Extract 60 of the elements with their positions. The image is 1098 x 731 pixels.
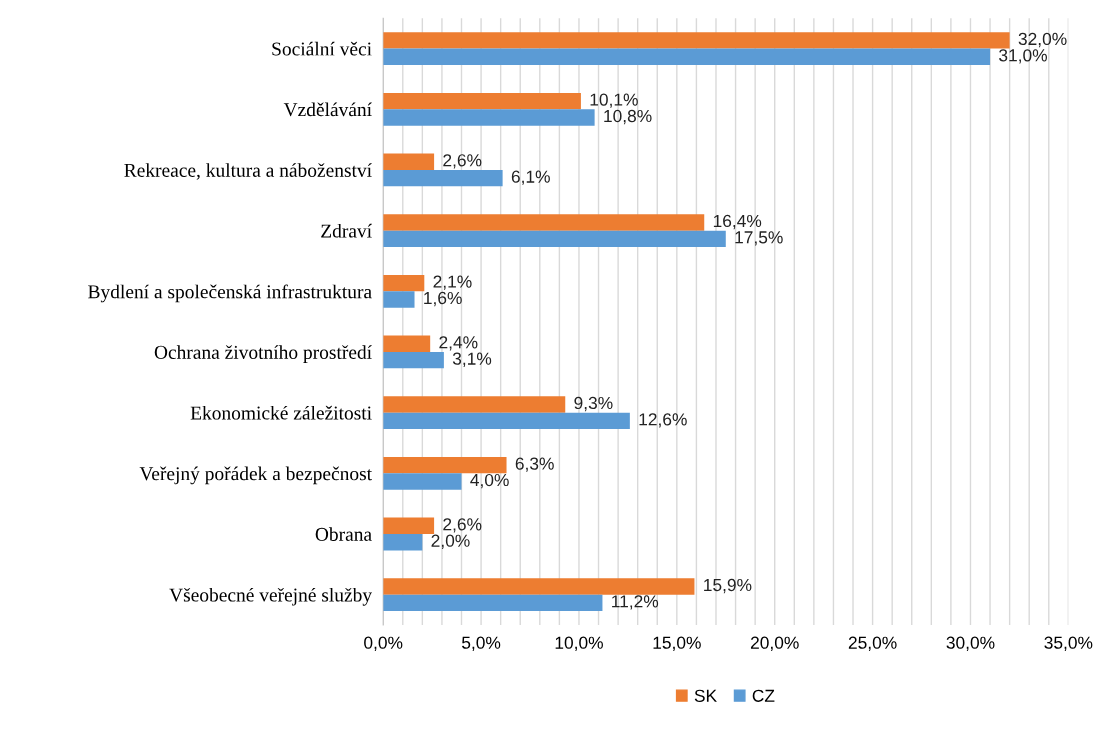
data-label: 2,6% — [443, 518, 482, 533]
data-label: 16,4% — [713, 214, 762, 230]
y-tick-label: Ochrana životního prostředí — [154, 345, 372, 363]
x-tick-label: 20,0% — [750, 636, 799, 651]
data-label: 17,5% — [735, 231, 783, 246]
data-label: 6,3% — [515, 457, 554, 472]
bar — [383, 396, 566, 413]
data-label: 2,6% — [443, 154, 482, 169]
data-label: 1,6% — [424, 291, 462, 307]
bar — [383, 578, 695, 595]
data-label: 32,0% — [1018, 32, 1067, 48]
data-label: 3,1% — [452, 352, 492, 367]
legend-label: CZ — [752, 689, 775, 702]
legend-label: SK — [694, 689, 717, 702]
bar — [383, 214, 705, 231]
bar — [383, 517, 435, 534]
x-tick-label: 10,0% — [555, 636, 603, 651]
y-tick-label: Veřejný pořádek a bezpečnost — [139, 466, 372, 485]
bar — [383, 32, 1010, 49]
data-label: 4,0% — [470, 473, 509, 489]
bar — [383, 230, 726, 248]
data-label: 12,6% — [639, 413, 687, 428]
bar — [383, 92, 581, 110]
x-tick-label: 15,0% — [653, 636, 701, 651]
bar — [383, 153, 435, 170]
bar — [383, 412, 630, 430]
data-label: 2,4% — [439, 336, 478, 351]
data-label: 31,0% — [999, 49, 1047, 64]
bar — [383, 48, 991, 65]
data-label: 15,9% — [704, 578, 752, 594]
y-tick-label: Sociální věci — [272, 41, 372, 56]
data-label: 10,1% — [590, 93, 638, 108]
bar — [383, 169, 503, 187]
y-tick-label: Všeobecné veřejné služby — [169, 587, 372, 606]
data-label: 11,2% — [612, 595, 659, 610]
bar — [383, 473, 462, 490]
bar — [383, 534, 423, 551]
bar — [383, 456, 507, 474]
data-label: 6,1% — [511, 170, 550, 185]
y-tick-label: Bydlení a společenská infrastruktura — [88, 284, 372, 303]
data-label: 10,8% — [604, 109, 652, 125]
y-tick-label: Zdraví — [321, 223, 372, 238]
y-tick-label: Rekreace, kultura a náboženství — [124, 163, 372, 180]
x-tick-label: 25,0% — [848, 636, 897, 651]
bar — [383, 109, 595, 126]
y-tick-label: Ekonomické záležitosti — [190, 405, 372, 420]
bar — [383, 351, 444, 369]
bar — [383, 594, 603, 612]
x-tick-label: 5,0% — [461, 636, 501, 651]
y-tick-label: Vzdělávání — [283, 102, 372, 117]
data-label: 9,3% — [574, 396, 613, 412]
bar — [383, 335, 431, 352]
bar — [383, 274, 425, 292]
x-tick-label: 30,0% — [946, 636, 995, 651]
x-tick-label: 0,0% — [364, 636, 403, 651]
bar — [383, 291, 415, 308]
x-tick-label: 35,0% — [1044, 636, 1093, 651]
data-label: 2,0% — [431, 534, 470, 549]
data-label: 2,1% — [433, 275, 472, 290]
y-tick-label: Obrana — [315, 527, 372, 541]
